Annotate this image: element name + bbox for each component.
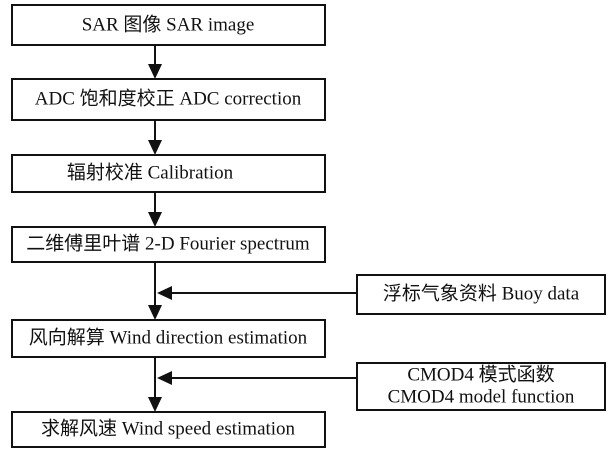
arrow <box>148 45 162 79</box>
input-box <box>356 362 606 411</box>
step-label: ADC 饱和度校正 ADC correction <box>35 87 302 109</box>
step-label: 二维傅里叶谱 2-D Fourier spectrum <box>26 232 310 254</box>
step-box <box>11 4 326 46</box>
step-box <box>11 78 326 121</box>
arrow <box>148 120 162 155</box>
step-box <box>11 319 326 358</box>
step-box <box>11 411 326 448</box>
input-label: CMOD4 model function <box>388 386 575 407</box>
arrow <box>148 357 162 412</box>
step-label: 风向解算 Wind direction estimation <box>29 326 308 348</box>
step-box <box>11 226 326 263</box>
arrow <box>157 286 357 300</box>
step-label: 求解风速 Wind speed estimation <box>41 417 296 439</box>
input-label: CMOD4 模式函数 <box>407 363 554 385</box>
step-box <box>11 154 326 193</box>
arrow <box>148 192 162 227</box>
arrow <box>148 262 162 320</box>
step-label: 辐射校准 Calibration <box>67 161 234 183</box>
input-box <box>356 274 606 315</box>
step-label: SAR 图像 SAR image <box>82 13 255 35</box>
input-label: 浮标气象资料 Buoy data <box>383 282 580 304</box>
arrow <box>157 371 357 385</box>
